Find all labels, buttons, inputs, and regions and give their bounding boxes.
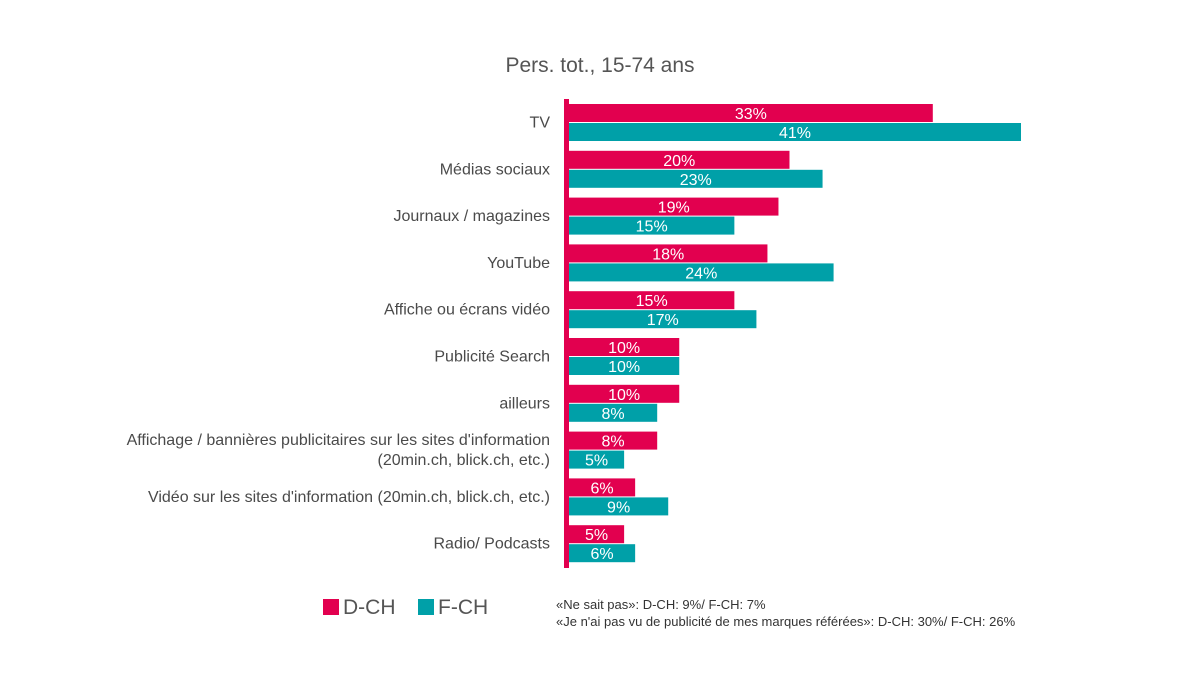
bar-value-labels-group: 33% 41% 20% 23% 19% 15% 18%24% 15% 17% 10% 10% 10% 8… [585, 106, 811, 563]
category-label: YouTube [487, 255, 550, 272]
bar-value-label-f-ch-radio-podcasts: 6% [591, 546, 614, 563]
legend-swatch-d-ch [323, 599, 339, 615]
bar-value-label-f-ch-video-sur-les-sites-d-information-20min-ch-blick-ch-etc: 9% [607, 499, 630, 516]
category-label: Publicité Search [434, 349, 550, 366]
bar-value-label-f-ch-medias-sociaux: 23% [680, 172, 712, 189]
category-label: Vidéo sur les sites d'information (20min… [148, 489, 550, 506]
bar-d-ch-medias-sociaux [569, 150, 790, 169]
bar-f-ch-medias-sociaux [569, 169, 823, 188]
bar-value-label-d-ch-video-sur-les-sites-d-information-20min-ch-blick-ch-etc: 6% [591, 480, 614, 497]
bar-value-label-f-ch-journaux-magazines: 15% [636, 219, 668, 236]
bar-value-label-d-ch-affiche-ou-ecrans-video: 15% [636, 293, 668, 310]
bar-value-label-d-ch-affichage-bannieres-publicitaires-sur-les-sites-d-information-20min-ch-blick-ch-etc: 8% [602, 434, 625, 451]
chart-title: Pers. tot., 15-74 ans [505, 54, 694, 77]
bar-f-ch-publicite-search [569, 357, 680, 375]
category-label: (20min.ch, blick.ch, etc.) [378, 452, 551, 469]
footnotes: «Ne sait pas»: D-CH: 9%/ F-CH: 7% «Je n'… [556, 597, 1016, 629]
category-label: Radio/ Podcasts [433, 536, 550, 553]
bar-d-ch-publicite-search [569, 338, 680, 356]
bar-f-ch-journaux-magazines [569, 216, 735, 235]
bar-value-label-d-ch-medias-sociaux: 20% [663, 153, 695, 170]
bar-d-ch-radio-podcasts [569, 525, 625, 544]
bar-f-ch-radio-podcasts [569, 544, 636, 563]
bar-value-label-f-ch-youtube: 24% [685, 265, 717, 282]
bar-d-ch-affiche-ou-ecrans-video [569, 291, 735, 310]
category-label: Affiche ou écrans vidéo [384, 302, 550, 319]
bar-value-label-d-ch-publicite-search: 10% [608, 340, 640, 357]
bar-value-label-f-ch-ailleurs: 8% [602, 406, 625, 423]
footnote-pas-vu: «Je n'ai pas vu de publicité de mes marq… [556, 614, 1016, 629]
bar-f-ch-affichage-bannieres-publicitaires-sur-les-sites-d-information-20min-ch-blick-ch-etc [569, 450, 625, 469]
category-label: ailleurs [499, 395, 550, 412]
bar-value-label-d-ch-journaux-magazines: 19% [658, 200, 690, 217]
legend-label-f-ch: F-CH [438, 596, 488, 619]
footnote-ne-sait-pas: «Ne sait pas»: D-CH: 9%/ F-CH: 7% [556, 597, 766, 612]
y-axis-line [564, 99, 569, 568]
category-label: Médias sociaux [440, 161, 550, 178]
bar-value-label-d-ch-youtube: 18% [652, 246, 684, 263]
category-label: Journaux / magazines [393, 208, 550, 225]
bar-value-label-f-ch-publicite-search: 10% [608, 359, 640, 376]
bar-f-ch-affiche-ou-ecrans-video [569, 310, 757, 329]
bar-d-ch-ailleurs [569, 384, 680, 403]
bar-value-label-f-ch-tv: 41% [779, 125, 811, 142]
bar-value-label-f-ch-affichage-bannieres-publicitaires-sur-les-sites-d-information-20min-ch-blick-ch-etc: 5% [585, 453, 608, 470]
category-label: Affichage / bannières publicitaires sur … [127, 432, 550, 449]
legend-label-d-ch: D-CH [343, 596, 396, 619]
category-label: TV [530, 115, 551, 132]
bar-d-ch-tv [569, 104, 933, 122]
bar-f-ch-tv [569, 123, 1021, 141]
bar-f-ch-ailleurs [569, 403, 658, 422]
bar-f-ch-youtube [569, 263, 834, 282]
bar-value-label-d-ch-tv: 33% [735, 106, 767, 123]
bar-value-label-d-ch-ailleurs: 10% [608, 387, 640, 404]
bar-d-ch-video-sur-les-sites-d-information-20min-ch-blick-ch-etc [569, 478, 636, 497]
legend-swatch-f-ch [418, 599, 434, 615]
bar-value-label-d-ch-radio-podcasts: 5% [585, 527, 608, 544]
bar-f-ch-video-sur-les-sites-d-information-20min-ch-blick-ch-etc [569, 497, 669, 516]
bar-d-ch-affichage-bannieres-publicitaires-sur-les-sites-d-information-20min-ch-blick-ch-etc [569, 431, 658, 450]
bars-group [569, 104, 1021, 563]
category-labels-group: TV Médias sociaux Journaux / magazines YouT… [127, 115, 551, 553]
bar-value-label-f-ch-affiche-ou-ecrans-video: 17% [647, 312, 679, 329]
legend: D-CH F-CH [323, 596, 488, 619]
bar-d-ch-journaux-magazines [569, 197, 779, 216]
bar-d-ch-youtube [569, 244, 768, 263]
